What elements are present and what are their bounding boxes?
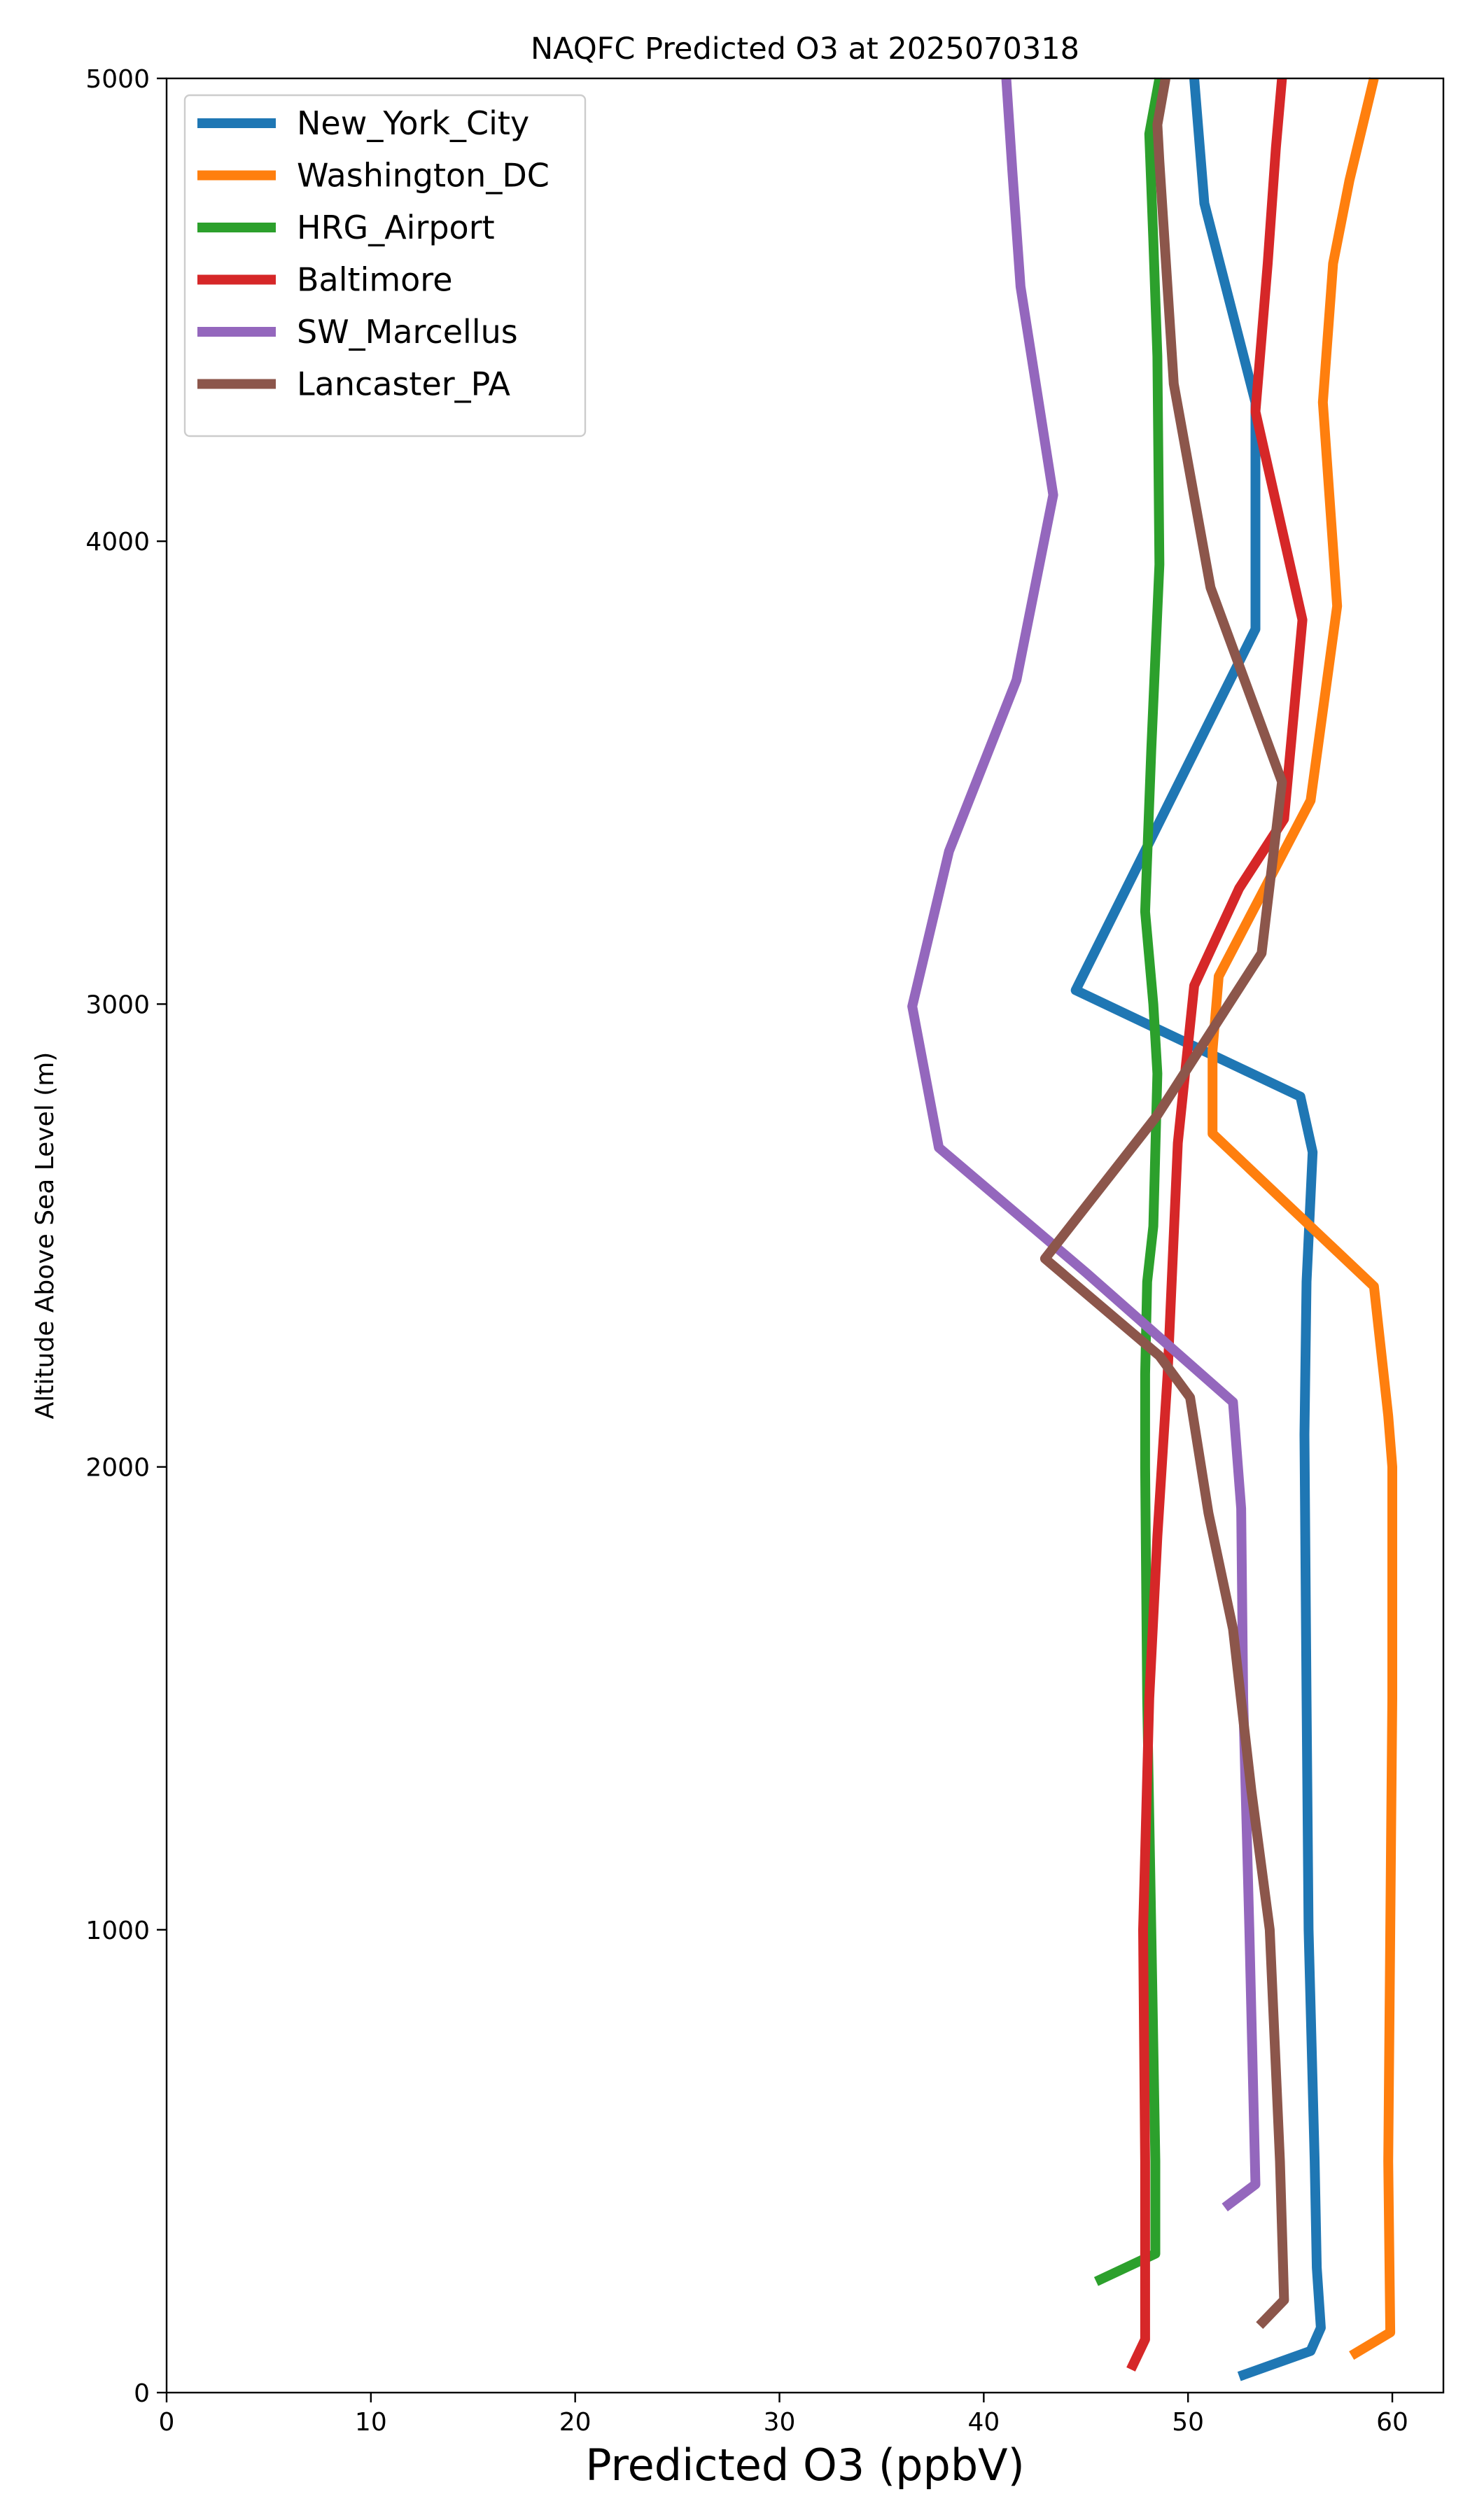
series-line-5: [1040, 77, 1289, 2329]
y-tick-label: 3000: [85, 990, 150, 1019]
legend-label-2: HRG_Airport: [297, 209, 495, 246]
x-tick-label: 60: [1376, 2408, 1408, 2437]
legend-label-0: New_York_City: [297, 104, 529, 142]
y-axis-label: Altitude Above Sea Level (m): [31, 1052, 59, 1420]
legend-label-3: Baltimore: [297, 261, 453, 299]
x-tick-label: 30: [764, 2408, 796, 2437]
plot-frame: [165, 77, 1445, 2394]
y-tick-label: 0: [134, 2379, 150, 2408]
series-line-1: [1208, 77, 1397, 2360]
legend-label-4: SW_Marcellus: [297, 313, 518, 351]
legend: New_York_City Washington_DC HRG_Airport Bal…: [183, 94, 587, 438]
legend-box: [183, 94, 587, 438]
y-tick-label: 5000: [85, 65, 150, 94]
x-axis-label: Predicted O3 (ppbV): [585, 2440, 1025, 2491]
y-tick-label: 2000: [85, 1454, 150, 1483]
plot-lines: [907, 77, 1397, 2381]
x-tick-label: 50: [1172, 2408, 1204, 2437]
x-axis: 0 10 20 30 40 50 60: [159, 2393, 1408, 2437]
x-tick-label: 40: [967, 2408, 1000, 2437]
series-line-2: [1093, 77, 1165, 2286]
y-axis: 0 1000 2000 3000 4000 5000: [85, 65, 167, 2408]
y-tick-label: 1000: [85, 1917, 150, 1945]
chart-title: NAQFC Predicted O3 at 2025070318: [531, 31, 1079, 66]
y-tick-label: 4000: [85, 528, 150, 556]
legend-label-1: Washington_DC: [297, 157, 550, 195]
x-tick-label: 0: [159, 2408, 175, 2437]
series-line-0: [1070, 78, 1326, 2381]
x-tick-label: 10: [355, 2408, 387, 2437]
legend-label-5: Lancaster_PA: [297, 365, 510, 403]
series-line-4: [907, 78, 1261, 2212]
x-tick-label: 20: [559, 2408, 592, 2437]
